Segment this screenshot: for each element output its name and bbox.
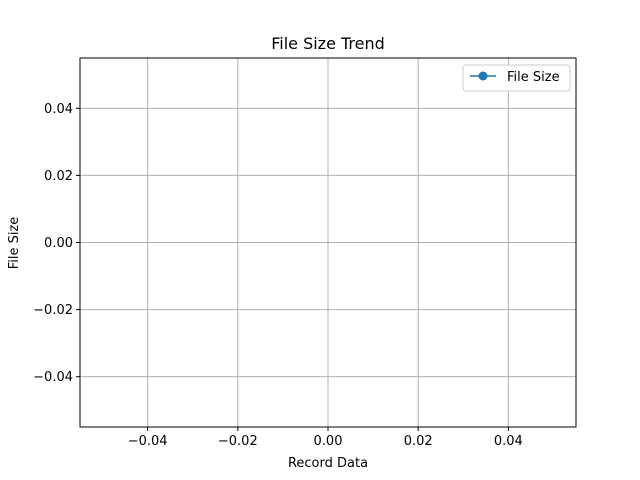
chart-title: File Size Trend (271, 34, 385, 53)
grid (80, 58, 576, 427)
y-tick-label: −0.02 (33, 303, 73, 318)
legend-marker-swatch (478, 71, 488, 81)
y-tick-label: 0.02 (44, 169, 73, 184)
y-tick-label: 0.00 (44, 236, 73, 251)
x-axis-ticks: −0.04 −0.02 0.00 0.02 0.04 (128, 427, 523, 449)
x-tick-label: 0.02 (404, 434, 433, 449)
x-tick-label: 0.00 (314, 434, 343, 449)
legend: File Size (462, 64, 571, 92)
y-tick-label: −0.04 (33, 370, 73, 385)
y-tick-label: 0.04 (44, 102, 73, 117)
y-axis-ticks: −0.04 −0.02 0.00 0.02 0.04 (33, 102, 80, 385)
x-axis-label: Record Data (288, 456, 368, 471)
legend-label-file-size: File Size (507, 70, 560, 85)
x-tick-label: 0.04 (494, 434, 523, 449)
x-tick-label: −0.04 (128, 434, 168, 449)
x-tick-label: −0.02 (218, 434, 258, 449)
y-axis-label: File Size (7, 217, 22, 270)
legend-box (462, 64, 571, 92)
